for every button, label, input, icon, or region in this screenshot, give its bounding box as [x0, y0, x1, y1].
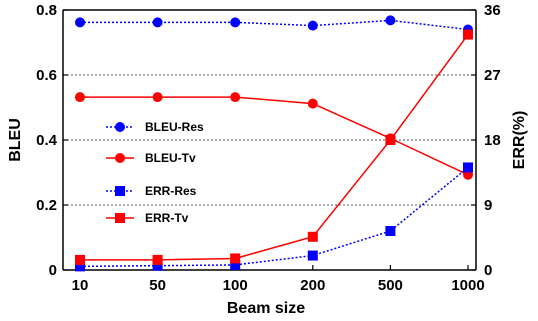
data-point — [75, 92, 85, 103]
data-point — [152, 92, 163, 103]
data-point — [152, 260, 163, 271]
data-point — [385, 135, 396, 145]
data-point — [307, 250, 318, 261]
x-tick-label: 200 — [300, 277, 325, 294]
legend-item: ERR-Res — [106, 184, 197, 198]
data-point — [230, 17, 241, 28]
legend: BLEU-Res BLEU-Tv ERR-Res ERR-Tv — [106, 120, 204, 225]
data-point — [307, 231, 318, 242]
y-tick-label-right: 36 — [484, 2, 501, 19]
x-tick-label: 1000 — [451, 277, 484, 294]
x-tick-label: 10 — [72, 277, 89, 294]
y-tick-label-right: 27 — [484, 67, 501, 84]
legend-item: ERR-Tv — [106, 211, 189, 225]
legend-label: BLEU-Res — [145, 120, 204, 134]
y-axis-title-right: ERR(%) — [511, 111, 528, 170]
data-point — [75, 254, 85, 265]
axes — [62, 9, 477, 271]
data-point — [152, 254, 163, 265]
tick-labels: 0 0.2 0.4 0.6 0.8 0 9 18 27 36 10 50 100 200 500 1000 — [36, 2, 501, 294]
data-series — [75, 15, 473, 272]
y-tick-label-left: 0.6 — [36, 67, 57, 84]
legend-label: ERR-Tv — [145, 211, 189, 225]
gridlines — [63, 74, 476, 206]
x-tick-label: 500 — [378, 277, 403, 294]
legend-marker — [115, 153, 125, 163]
series-line — [80, 19, 469, 31]
data-point — [307, 98, 318, 109]
data-point — [230, 92, 241, 103]
series-bleu-res — [75, 15, 473, 35]
y-tick-label-left: 0 — [49, 262, 57, 279]
series-err-res — [75, 162, 473, 272]
y-axis-title-left: BLEU — [7, 118, 24, 162]
legend-marker — [115, 122, 125, 132]
data-point — [463, 162, 473, 173]
series-line — [79, 166, 469, 268]
y-tick-label-left: 0.8 — [36, 2, 57, 19]
data-point — [385, 226, 396, 236]
legend-item: BLEU-Tv — [106, 151, 196, 165]
data-point — [152, 17, 163, 28]
y-tick-label-left: 0.2 — [36, 197, 57, 214]
y-tick-label-right: 9 — [484, 197, 492, 214]
x-tick-label: 100 — [223, 277, 248, 294]
x-axis-title: Beam size — [227, 300, 305, 317]
y-tick-label-left: 0.4 — [36, 132, 58, 149]
series-line — [80, 34, 469, 261]
data-point — [307, 20, 318, 31]
x-tick-label: 50 — [149, 277, 166, 294]
data-point — [75, 17, 85, 28]
data-point — [385, 15, 396, 26]
data-point — [463, 29, 473, 40]
legend-label: ERR-Res — [145, 184, 197, 198]
legend-item: BLEU-Res — [106, 120, 204, 134]
y-tick-label-right: 18 — [484, 132, 501, 149]
legend-label: BLEU-Tv — [145, 151, 196, 165]
legend-marker — [115, 186, 125, 196]
data-point — [230, 253, 241, 264]
data-point — [75, 261, 85, 272]
y-tick-label-right: 0 — [484, 262, 492, 279]
data-point — [230, 259, 241, 270]
legend-marker — [115, 213, 125, 223]
series-err-tv — [75, 29, 473, 265]
series-line — [80, 96, 469, 176]
series-bleu-tv — [75, 92, 473, 180]
